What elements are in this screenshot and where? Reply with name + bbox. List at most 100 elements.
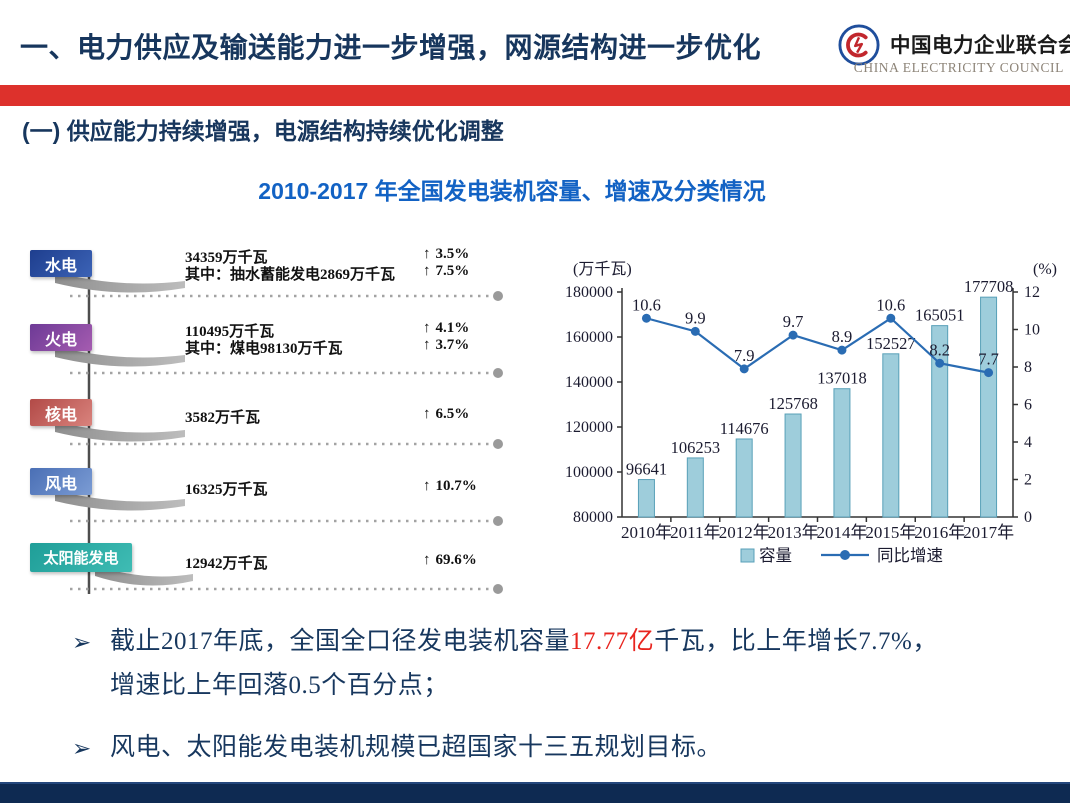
growth-rate: ↑ 69.6% [423, 552, 477, 569]
capacity-text: 34359万千瓦 [185, 250, 268, 266]
diagram-artwork [55, 264, 503, 594]
growth-rate: ↑ 6.5% [423, 406, 469, 423]
bar-label-2015年: 152527 [866, 334, 916, 353]
right-axis-unit: (%) [1033, 261, 1057, 278]
line-label-2011年: 9.9 [685, 308, 706, 327]
up-arrow-icon: ↑ [423, 320, 431, 336]
right-tick-label: 8 [1024, 359, 1032, 376]
source-structure-diagram: 水电 34359万千瓦 ↑ 3.5% 其中：抽水蓄能发电2869万千瓦 ↑ 7.5% 火电 11… [25, 238, 517, 602]
category-badge-3: 核电 [30, 399, 92, 426]
leader-end-dot [493, 291, 503, 301]
up-arrow-icon: ↑ [423, 337, 431, 353]
up-arrow-icon: ↑ [423, 246, 431, 262]
legend-line-dot [840, 550, 850, 560]
x-label-2015年: 2015年 [865, 523, 916, 542]
bullet-text-part: 风电、太阳能发电装机规模已超国家十三五规划目标。 [110, 734, 723, 761]
bar-2011年 [686, 457, 704, 518]
x-label-2013年: 2013年 [768, 523, 819, 542]
bullet-text-part: 截止2017年底，全国全口径发电装机容量 [110, 628, 571, 655]
swoosh-stroke [95, 565, 193, 586]
line-label-2015年: 10.6 [876, 295, 905, 314]
bar-label-2013年: 125768 [768, 394, 818, 413]
chart-canvas: (万千瓦) (%)18000016000014000012000010000080… [565, 260, 1057, 565]
line-point-2014年 [837, 345, 847, 355]
bar-2017年 [980, 296, 998, 518]
growth-rate: ↑ 3.7% [423, 337, 469, 354]
right-tick-label: 6 [1024, 397, 1032, 414]
right-tick-label: 2 [1024, 472, 1032, 489]
growth-rate: ↑ 3.5% [423, 246, 469, 263]
line-label-2012年: 7.9 [734, 346, 755, 365]
org-name-cn: 中国电力企业联合会 [890, 34, 1070, 57]
growth-value: 69.6% [435, 552, 477, 568]
x-label-2014年: 2014年 [816, 523, 867, 542]
highlight-value: 17.77亿 [570, 628, 655, 655]
bullet-text-part: 千瓦，比上年增长7.7%， 增速比上年回落0.5个百分点； [110, 628, 938, 699]
leader-end-dot [493, 368, 503, 378]
legend-bar-swatch [740, 548, 755, 563]
bar-2016年 [931, 325, 949, 518]
growth-value: 7.5% [435, 263, 470, 279]
swoosh-stroke [55, 346, 185, 367]
capacity-text: 16325万千瓦 [185, 482, 268, 498]
line-label-2010年: 10.6 [632, 295, 661, 314]
x-label-2010年: 2010年 [621, 523, 672, 542]
bar-2010年 [637, 479, 655, 518]
header-red-stripe [0, 85, 1070, 106]
leader-end-dot [493, 439, 503, 449]
bullet-list: ➢ 截止2017年底，全国全口径发电装机容量17.77亿千瓦，比上年增长7.7%，… [72, 620, 1032, 788]
growth-value: 3.7% [435, 337, 470, 353]
bullet-arrow-icon: ➢ [72, 629, 92, 655]
capacity-text: 110495万千瓦 [185, 324, 275, 340]
line-point-2013年 [788, 330, 798, 340]
left-tick-label: 80000 [573, 509, 613, 526]
growth-line [646, 316, 989, 374]
x-label-2011年: 2011年 [670, 523, 720, 542]
category-badge-2: 火电 [30, 324, 92, 351]
growth-value: 10.7% [435, 478, 477, 494]
right-tick-label: 4 [1024, 434, 1032, 451]
category-badge-1: 水电 [30, 250, 92, 277]
line-label-2017年: 7.7 [978, 350, 999, 369]
line-label-2016年: 8.2 [929, 340, 950, 359]
bar-label-2014年: 137018 [817, 369, 867, 388]
left-tick-label: 160000 [565, 329, 613, 346]
left-axis-unit: (万千瓦) [573, 260, 632, 278]
growth-rate: ↑ 7.5% [423, 263, 469, 280]
bar-label-2012年: 114676 [720, 419, 769, 438]
bar-label-2016年: 165051 [915, 306, 965, 325]
bullet-item-2: ➢ 风电、太阳能发电装机规模已超国家十三五规划目标。 [72, 726, 1032, 770]
line-label-2013年: 9.7 [783, 312, 804, 331]
legend-bar-label: 容量 [759, 546, 792, 565]
swoosh-stroke [55, 421, 185, 442]
line-point-2012年 [739, 364, 749, 374]
section-title: (一) 供应能力持续增强，电源结构持续优化调整 [22, 118, 504, 144]
leader-end-dot [493, 584, 503, 594]
line-point-2016年 [935, 358, 945, 368]
bullet-text: 风电、太阳能发电装机规模已超国家十三五规划目标。 [110, 726, 722, 770]
org-logo-block: 中国电力企业联合会 CHINA ELECTRICITY COUNCIL [838, 20, 1070, 82]
swoosh-stroke [55, 272, 185, 293]
left-tick-label: 100000 [565, 464, 613, 481]
up-arrow-icon: ↑ [423, 406, 431, 422]
right-tick-label: 10 [1024, 322, 1040, 339]
x-label-2016年: 2016年 [914, 523, 965, 542]
growth-rate: ↑ 4.1% [423, 320, 469, 337]
category-badge-4: 风电 [30, 468, 92, 495]
capacity-text: 3582万千瓦 [185, 410, 261, 426]
up-arrow-icon: ↑ [423, 478, 431, 494]
growth-rate: ↑ 10.7% [423, 478, 477, 495]
line-point-2017年 [984, 368, 994, 378]
line-label-2014年: 8.9 [832, 327, 853, 346]
bar-2013年 [784, 413, 802, 518]
capacity-text: 12942万千瓦 [185, 556, 268, 572]
bar-label-2011年: 106253 [671, 438, 721, 457]
figure-title: 2010-2017 年全国发电装机容量、增速及分类情况 [258, 178, 766, 204]
growth-value: 4.1% [435, 320, 470, 336]
bullet-arrow-icon: ➢ [72, 735, 92, 761]
category-badge-5: 太阳能发电 [30, 543, 132, 572]
leader-end-dot [493, 516, 503, 526]
up-arrow-icon: ↑ [423, 552, 431, 568]
bar-2014年 [833, 388, 851, 518]
